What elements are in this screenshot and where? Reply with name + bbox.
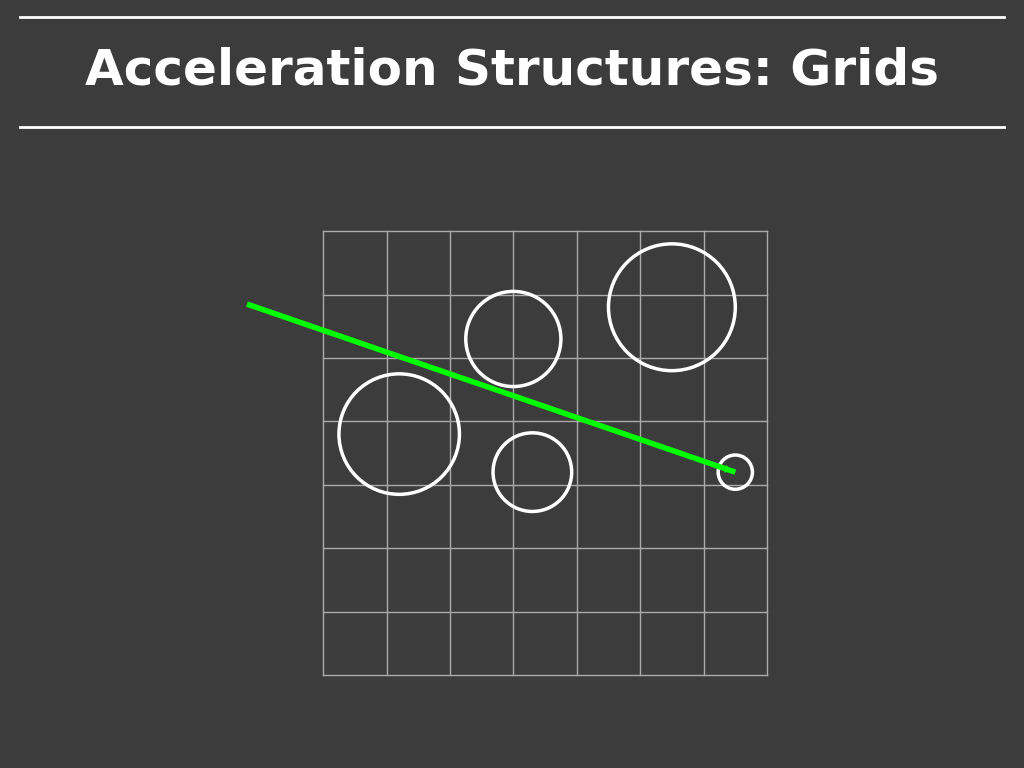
Text: Acceleration Structures: Grids: Acceleration Structures: Grids	[85, 47, 939, 94]
